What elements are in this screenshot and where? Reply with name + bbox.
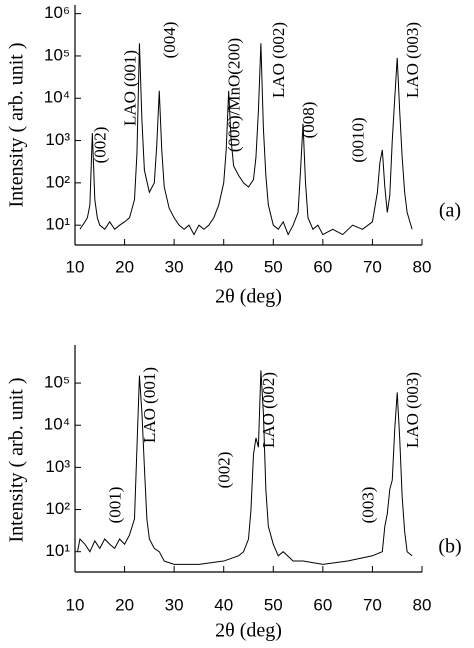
x-tick-label: 20	[115, 595, 134, 614]
x-tick-label: 80	[413, 595, 432, 614]
y-tick-label: 10¹	[45, 541, 70, 560]
peak-annotation: LAO (003)	[403, 372, 422, 448]
x-tick-label: 50	[264, 257, 283, 276]
peak-annotation: LAO (001)	[120, 50, 139, 126]
y-tick-label: 10²	[45, 499, 70, 518]
peak-annotation: LAO (001)	[140, 367, 159, 443]
y-axis-label: Intensity ( arb. unit )	[6, 43, 28, 208]
y-tick-label: 10⁵	[44, 373, 70, 392]
peak-annotation: (003)	[358, 487, 377, 524]
x-tick-label: 10	[66, 595, 85, 614]
x-tick-label: 40	[214, 257, 233, 276]
peak-annotation: (002)	[91, 127, 110, 164]
y-tick-label: 10⁴	[44, 415, 70, 434]
panel-label: (a)	[439, 200, 461, 222]
y-tick-label: 10¹	[45, 215, 70, 234]
x-tick-label: 30	[165, 257, 184, 276]
y-tick-label: 10²	[45, 172, 70, 191]
peak-annotation: LAO (003)	[403, 22, 422, 98]
x-tick-label: 40	[214, 595, 233, 614]
peak-annotation: (001)	[105, 487, 124, 524]
peak-annotation: (008)	[299, 102, 318, 139]
peak-annotation: LAO (002)	[269, 22, 288, 98]
x-tick-label: 10	[66, 257, 85, 276]
spectrum-line	[79, 43, 413, 236]
y-tick-label: 10⁶	[44, 3, 70, 22]
x-tick-label: 60	[313, 595, 332, 614]
peak-annotation: (0010)	[348, 117, 367, 162]
x-axis-label: 2θ (deg)	[215, 286, 282, 308]
peak-annotation: LAO (002)	[259, 372, 278, 448]
x-tick-label: 70	[363, 595, 382, 614]
x-axis-label: 2θ (deg)	[215, 620, 282, 642]
y-tick-label: 10⁴	[44, 88, 70, 107]
y-tick-label: 10³	[45, 457, 70, 476]
y-axis-label: Intensity ( arb. unit )	[6, 378, 28, 543]
peak-annotation: (004)	[160, 22, 179, 59]
y-tick-label: 10⁵	[44, 45, 70, 64]
x-tick-label: 20	[115, 257, 134, 276]
x-tick-label: 80	[413, 257, 432, 276]
spectrum-line	[76, 370, 413, 565]
panel-label: (b)	[438, 536, 461, 558]
y-tick-label: 10³	[45, 130, 70, 149]
peak-annotation: (002)	[215, 452, 234, 489]
x-tick-label: 60	[313, 257, 332, 276]
peak-annotation: (006)/MnO(200)	[224, 38, 243, 152]
x-tick-label: 50	[264, 595, 283, 614]
x-tick-label: 30	[165, 595, 184, 614]
x-tick-label: 70	[363, 257, 382, 276]
